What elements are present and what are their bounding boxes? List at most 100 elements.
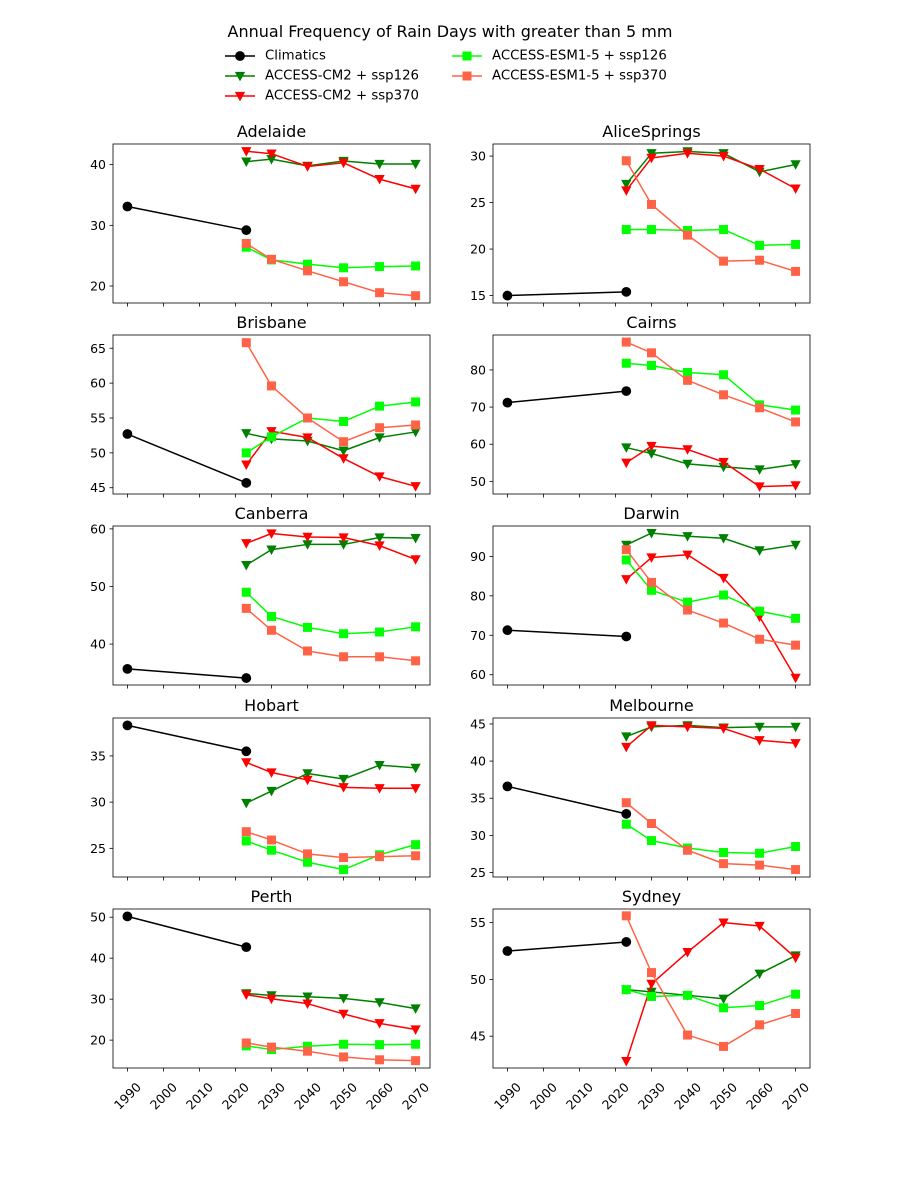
axes-frame <box>112 525 431 686</box>
data-point-triangle-down-marker <box>338 783 349 793</box>
data-point-triangle-down-marker <box>374 159 385 170</box>
data-point-circle-marker <box>621 808 632 819</box>
data-point-square-marker <box>411 1039 421 1049</box>
data-point-triangle-down-marker <box>754 921 765 932</box>
y-tick-label: 30 <box>470 149 486 164</box>
data-point-triangle-down-marker <box>410 1025 421 1035</box>
data-point-triangle-down-marker <box>266 768 277 778</box>
data-point-square-marker <box>241 1038 251 1048</box>
x-axis <box>507 685 796 689</box>
series-access-cm2-ssp370 <box>621 441 801 492</box>
data-point-triangle-down-marker <box>338 454 349 464</box>
data-point-triangle-down-marker <box>338 158 349 169</box>
data-point-circle-marker <box>502 397 513 408</box>
data-point-triangle-down-marker <box>266 786 277 797</box>
data-point-square-marker <box>791 842 801 852</box>
series-line <box>625 915 796 1048</box>
data-point-square-marker <box>267 1042 276 1052</box>
data-point-triangle-down-marker <box>241 539 252 549</box>
y-axis: 60 70 80 90 <box>470 549 493 682</box>
data-point-triangle-down-marker <box>718 534 729 544</box>
series-climatics <box>502 286 632 301</box>
series-line <box>246 993 416 1031</box>
data-point-triangle-down-marker <box>266 545 277 555</box>
data-point-triangle-down-marker <box>646 979 657 990</box>
subplot-darwin: Darwin 60 70 80 90 <box>470 504 811 689</box>
plot-area <box>502 911 801 1067</box>
data-point-triangle-down-marker <box>718 994 729 1005</box>
data-point-square-marker <box>791 613 801 623</box>
data-point-square-marker <box>719 590 729 600</box>
legend-entry-access-cm2-ssp126: ACCESS-CM2 + ssp126 <box>225 69 419 84</box>
x-axis <box>127 685 416 689</box>
data-point-square-marker <box>241 603 251 613</box>
y-tick-label: 45 <box>470 1029 486 1044</box>
data-point-square-marker <box>375 1055 385 1065</box>
series-access-esm1-5-ssp370 <box>621 911 801 1051</box>
legend: Climatics ACCESS-CM2 + ssp126 ACCESS-CM2… <box>225 49 667 104</box>
data-point-square-marker <box>267 432 276 442</box>
data-point-triangle-down-marker <box>302 775 313 786</box>
subplot-melbourne: Melbourne 25 30 35 40 45 <box>470 696 811 881</box>
y-axis: 50 60 70 80 <box>470 362 493 489</box>
y-tick-label: 90 <box>470 549 486 564</box>
data-point-triangle-down-marker <box>266 149 277 160</box>
axes-frame <box>112 334 431 495</box>
series-climatics <box>122 663 252 683</box>
plot-area <box>122 911 421 1066</box>
legend-handle-triangle-marker <box>234 71 246 82</box>
data-point-square-marker <box>621 819 631 829</box>
data-point-square-marker <box>339 263 349 273</box>
subplot-title: Adelaide <box>237 122 306 141</box>
axes-frame <box>112 717 431 878</box>
data-point-square-marker <box>621 545 631 555</box>
data-point-square-marker <box>791 239 801 249</box>
data-point-square-marker <box>755 606 765 616</box>
subplot-title: Sydney <box>622 887 681 906</box>
data-point-square-marker <box>683 990 693 1000</box>
subplot-cairns: Cairns 50 60 70 80 <box>470 313 811 498</box>
plot-area <box>502 147 801 301</box>
y-tick-label: 60 <box>90 376 106 391</box>
data-point-triangle-down-marker <box>374 998 385 1008</box>
data-point-circle-marker <box>241 225 252 236</box>
data-point-square-marker <box>241 448 251 458</box>
series-line <box>245 342 416 443</box>
data-point-square-marker <box>647 577 656 587</box>
data-point-square-marker <box>683 605 693 615</box>
series-access-esm1-5-ssp370 <box>621 337 801 427</box>
data-point-square-marker <box>411 1056 421 1066</box>
data-point-square-marker <box>719 1003 729 1013</box>
y-tick-label: 35 <box>90 748 106 763</box>
data-point-square-marker <box>755 403 765 413</box>
series-line <box>625 160 796 273</box>
data-point-circle-marker <box>122 663 133 674</box>
plot-area <box>122 529 421 683</box>
y-tick-label: 65 <box>90 341 106 356</box>
data-point-triangle-down-marker <box>718 151 729 162</box>
data-point-triangle-down-marker <box>241 990 252 1000</box>
series-line <box>507 785 627 815</box>
series-line <box>625 445 796 488</box>
plot-area <box>502 721 801 875</box>
y-tick-label: 50 <box>90 445 106 460</box>
axes-frame <box>492 908 811 1069</box>
series-line <box>127 724 247 753</box>
series-line <box>507 291 627 297</box>
subplot-title: Melbourne <box>609 696 693 715</box>
series-access-esm1-5-ssp370 <box>241 338 421 447</box>
series-climatics <box>122 911 252 953</box>
data-point-square-marker <box>303 1046 313 1056</box>
y-tick-label: 70 <box>470 628 486 643</box>
data-point-square-marker <box>267 381 276 391</box>
data-point-triangle-down-marker <box>646 528 657 539</box>
series-line <box>245 761 416 790</box>
data-point-square-marker <box>303 646 313 656</box>
data-point-triangle-down-marker <box>266 529 277 539</box>
y-tick-label: 40 <box>470 754 486 769</box>
series-line <box>625 724 796 748</box>
y-tick-label: 45 <box>90 480 106 495</box>
data-point-triangle-down-marker <box>754 164 765 175</box>
data-point-square-marker <box>683 597 693 607</box>
